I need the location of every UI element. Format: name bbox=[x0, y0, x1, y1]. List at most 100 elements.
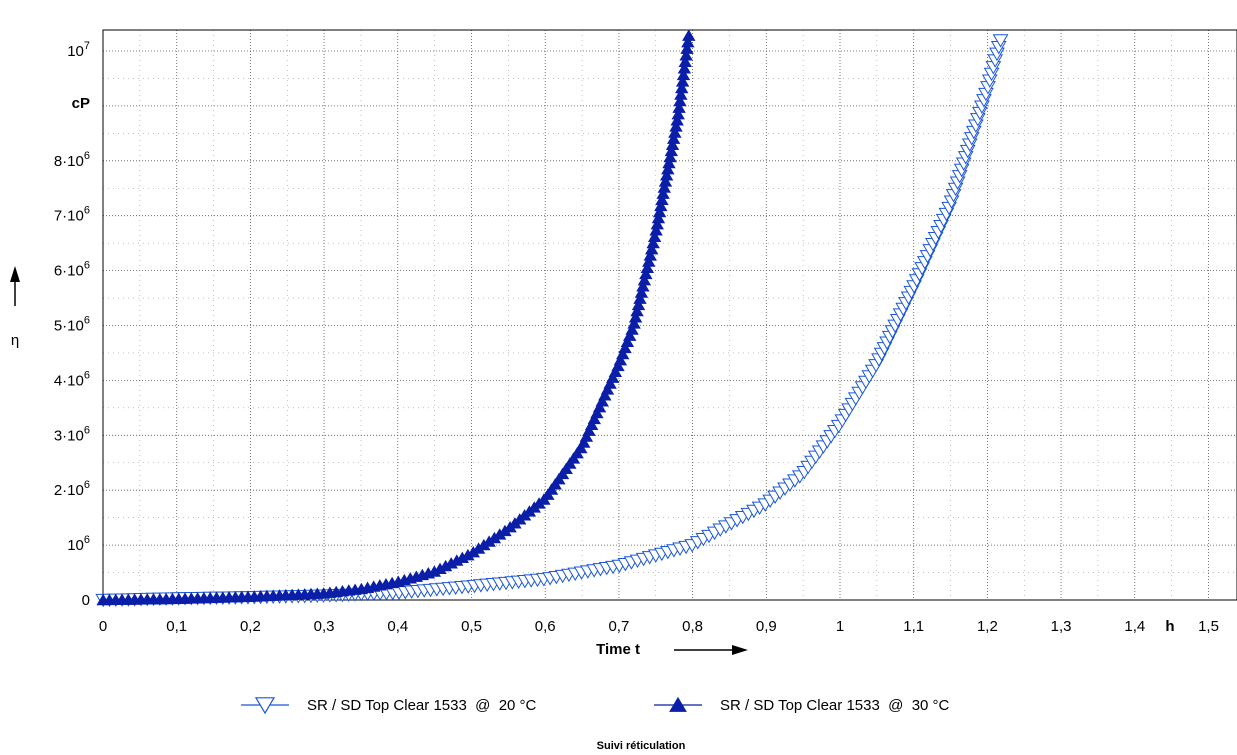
data-point bbox=[658, 175, 673, 187]
data-point bbox=[606, 371, 620, 383]
data-point bbox=[598, 389, 612, 401]
x-axis-label: Time t bbox=[596, 641, 640, 658]
x-tick-label: 0,8 bbox=[682, 618, 703, 635]
data-point bbox=[620, 335, 635, 347]
x-tick-label: 1,1 bbox=[903, 618, 924, 635]
x-tick-label: 1,3 bbox=[1051, 618, 1072, 635]
y-axis-label: η bbox=[11, 332, 19, 349]
data-point bbox=[637, 273, 652, 286]
y-tick-label: 7·106 bbox=[54, 205, 90, 225]
series-30c bbox=[96, 29, 696, 606]
data-point bbox=[587, 412, 601, 425]
x-tick-label: 0 bbox=[99, 618, 107, 635]
data-point bbox=[645, 243, 659, 255]
data-point bbox=[592, 400, 607, 413]
data-point bbox=[628, 311, 643, 323]
data-point bbox=[642, 255, 656, 267]
data-point bbox=[640, 261, 655, 273]
data-point bbox=[680, 42, 694, 54]
data-point bbox=[663, 150, 677, 163]
x-axis-unit: h bbox=[1165, 618, 1174, 635]
chart-footer: Suivi réticulation bbox=[597, 740, 686, 752]
data-point bbox=[616, 347, 630, 360]
data-point bbox=[636, 280, 650, 292]
x-tick-label: 0,5 bbox=[461, 618, 482, 635]
data-point bbox=[659, 169, 674, 181]
data-point bbox=[661, 163, 675, 175]
y-tick-label: 107 bbox=[67, 40, 90, 60]
x-axis-arrow bbox=[674, 645, 748, 655]
series-layer bbox=[95, 29, 1009, 608]
x-tick-label: 0,3 bbox=[314, 618, 335, 635]
data-point bbox=[634, 286, 649, 298]
data-point bbox=[595, 395, 609, 407]
y-tick-label: 5·106 bbox=[54, 315, 90, 335]
data-point bbox=[664, 144, 679, 157]
data-point bbox=[652, 205, 667, 218]
x-tick-label: 0,4 bbox=[387, 618, 408, 635]
x-tick-label: 1 bbox=[836, 618, 844, 635]
data-point bbox=[651, 211, 666, 224]
data-point bbox=[670, 114, 684, 126]
data-point bbox=[668, 126, 682, 138]
x-tick-label: 0,7 bbox=[608, 618, 629, 635]
data-point bbox=[590, 406, 604, 419]
x-tick-label: 1,2 bbox=[977, 618, 998, 635]
data-point bbox=[625, 323, 639, 335]
series-20c bbox=[95, 34, 1009, 608]
data-point bbox=[665, 138, 680, 150]
legend-label: SR / SD Top Clear 1533 @ 20 °C bbox=[307, 697, 537, 714]
data-point bbox=[655, 193, 669, 205]
data-point bbox=[613, 353, 628, 366]
x-tick-label: 0,6 bbox=[535, 618, 556, 635]
legend-label: SR / SD Top Clear 1533 @ 30 °C bbox=[720, 697, 950, 714]
data-point bbox=[675, 75, 690, 87]
chart-grid bbox=[102, 30, 1237, 601]
data-point bbox=[623, 329, 637, 341]
data-point bbox=[682, 29, 696, 41]
y-axis-ticks: 0 106 2·106 3·106 4·106 5·106 6·106 7·106 8·106 1… bbox=[54, 40, 90, 609]
data-point bbox=[584, 418, 599, 431]
x-tick-label: 0,2 bbox=[240, 618, 261, 635]
series-line bbox=[102, 34, 1003, 601]
data-point bbox=[679, 49, 693, 61]
data-point bbox=[666, 132, 681, 144]
legend: SR / SD Top Clear 1533 @ 20 °C SR / SD To… bbox=[241, 696, 950, 715]
data-point bbox=[627, 317, 641, 329]
data-point bbox=[656, 187, 670, 199]
data-point bbox=[618, 341, 632, 354]
data-point bbox=[654, 199, 668, 212]
data-point bbox=[673, 94, 687, 107]
data-point bbox=[639, 267, 653, 280]
data-point bbox=[643, 249, 657, 261]
data-point bbox=[608, 365, 623, 377]
data-point bbox=[603, 377, 617, 389]
data-point bbox=[579, 430, 594, 442]
data-point bbox=[646, 236, 660, 249]
data-point bbox=[611, 359, 625, 372]
y-tick-label: 3·106 bbox=[54, 424, 90, 444]
x-axis-ticks: 0 0,1 0,2 0,3 0,4 0,5 0,6 0,7 0,8 0,9 1 1,1 1,2 1,3 1,… bbox=[99, 618, 1219, 635]
data-point bbox=[672, 101, 686, 113]
series-line bbox=[103, 34, 690, 601]
data-point bbox=[577, 436, 591, 448]
y-tick-label: 2·106 bbox=[54, 479, 90, 499]
data-point bbox=[633, 292, 647, 304]
data-point bbox=[600, 383, 615, 395]
legend-item: SR / SD Top Clear 1533 @ 20 °C bbox=[241, 697, 537, 715]
y-tick-label: 106 bbox=[67, 534, 90, 554]
x-tick-label: 0,1 bbox=[166, 618, 187, 635]
data-point bbox=[662, 156, 676, 169]
data-point bbox=[677, 62, 692, 74]
data-point bbox=[649, 224, 663, 236]
data-point bbox=[678, 55, 692, 68]
y-tick-label: 8·106 bbox=[54, 150, 90, 170]
data-point bbox=[657, 181, 672, 193]
data-point bbox=[574, 441, 588, 454]
y-tick-label: 4·106 bbox=[54, 369, 90, 389]
data-point bbox=[674, 88, 688, 100]
data-point bbox=[647, 230, 662, 243]
data-point bbox=[676, 68, 691, 81]
data-point bbox=[671, 107, 685, 120]
